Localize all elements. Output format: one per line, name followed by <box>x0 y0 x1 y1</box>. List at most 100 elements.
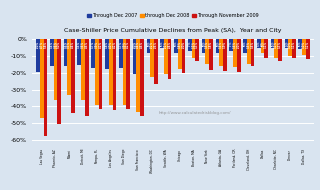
Text: -15%: -15% <box>247 41 251 48</box>
Bar <box>188 39 192 51</box>
Bar <box>36 39 40 72</box>
Bar <box>147 39 150 53</box>
Bar <box>57 39 61 124</box>
Bar <box>202 39 205 53</box>
Bar <box>99 39 102 109</box>
Bar <box>91 39 95 68</box>
Text: -6%: -6% <box>271 41 275 46</box>
Bar <box>292 39 296 58</box>
Text: -13%: -13% <box>278 41 282 48</box>
Bar <box>133 39 136 74</box>
Text: -7%: -7% <box>188 41 192 46</box>
Bar <box>136 39 140 112</box>
Bar <box>209 39 213 70</box>
Bar <box>168 39 172 79</box>
Text: -36%: -36% <box>81 41 85 48</box>
Text: -10%: -10% <box>302 41 306 48</box>
Text: -24%: -24% <box>168 41 172 48</box>
Text: -21%: -21% <box>164 41 168 48</box>
Text: -18%: -18% <box>209 41 213 48</box>
Bar <box>233 39 237 67</box>
Text: -47%: -47% <box>40 41 44 48</box>
Text: -8%: -8% <box>215 41 220 46</box>
Text: -8%: -8% <box>202 41 205 46</box>
Text: -44%: -44% <box>136 41 140 48</box>
Bar <box>298 39 302 49</box>
Text: -13%: -13% <box>195 41 199 48</box>
Text: -46%: -46% <box>85 41 89 48</box>
Bar <box>216 39 219 53</box>
Text: -10%: -10% <box>288 41 292 48</box>
Bar <box>261 39 264 53</box>
Bar <box>223 39 227 71</box>
Bar <box>160 39 164 48</box>
Bar <box>81 39 85 100</box>
Text: -5%: -5% <box>257 41 261 46</box>
Bar <box>271 39 275 48</box>
Text: -18%: -18% <box>178 41 182 48</box>
Title: Case-Shiller Price Cumulative Declines from Peak (SA),  Year and City: Case-Shiller Price Cumulative Declines f… <box>64 28 282 33</box>
Text: -18%: -18% <box>105 41 109 48</box>
Bar <box>68 39 71 95</box>
Bar <box>288 39 292 56</box>
Bar <box>302 39 306 55</box>
Text: -46%: -46% <box>140 41 144 48</box>
Text: -5%: -5% <box>284 41 288 46</box>
Bar <box>154 39 158 84</box>
Text: -44%: -44% <box>71 41 75 48</box>
Text: -39%: -39% <box>123 41 126 48</box>
Bar <box>243 39 247 53</box>
Text: -6%: -6% <box>298 41 302 46</box>
Text: -19%: -19% <box>223 41 227 48</box>
Bar <box>205 39 209 64</box>
Bar <box>140 39 144 116</box>
Bar <box>178 39 181 69</box>
Text: -26%: -26% <box>154 41 158 48</box>
Text: -16%: -16% <box>64 41 68 48</box>
Text: -16%: -16% <box>233 41 237 48</box>
Text: -39%: -39% <box>95 41 99 48</box>
Bar <box>95 39 99 105</box>
Text: -8%: -8% <box>174 41 178 46</box>
Text: -7%: -7% <box>229 41 233 46</box>
Text: -8%: -8% <box>146 41 150 46</box>
Text: -12%: -12% <box>306 41 310 48</box>
Text: -20%: -20% <box>36 41 40 48</box>
Bar <box>219 39 223 66</box>
Text: -16%: -16% <box>77 41 81 48</box>
Bar <box>109 39 113 105</box>
Text: -16%: -16% <box>251 41 254 48</box>
Bar <box>50 39 54 66</box>
Bar <box>105 39 109 69</box>
Bar <box>174 39 178 53</box>
Text: -42%: -42% <box>99 41 103 48</box>
Bar <box>264 39 268 58</box>
Bar <box>251 39 254 66</box>
Text: -16%: -16% <box>50 41 54 48</box>
Text: -17%: -17% <box>91 41 95 48</box>
Bar <box>257 39 261 48</box>
Bar <box>164 39 168 74</box>
Bar <box>126 39 130 109</box>
Bar <box>150 39 154 77</box>
Bar <box>306 39 309 59</box>
Bar <box>40 39 44 118</box>
Bar <box>229 39 233 51</box>
Text: -22%: -22% <box>150 41 154 48</box>
Bar <box>196 39 199 61</box>
Bar <box>77 39 81 65</box>
Text: -11%: -11% <box>264 41 268 48</box>
Text: -15%: -15% <box>205 41 209 48</box>
Text: -20%: -20% <box>132 41 137 48</box>
Bar <box>54 39 57 101</box>
Text: -20%: -20% <box>237 41 241 48</box>
Bar <box>85 39 89 116</box>
Text: http://www.calculatedriskblog.com/: http://www.calculatedriskblog.com/ <box>159 111 232 115</box>
Text: -20%: -20% <box>181 41 185 48</box>
Bar <box>278 39 282 61</box>
Text: -16%: -16% <box>219 41 223 48</box>
Bar <box>284 39 288 48</box>
Text: -6%: -6% <box>160 41 164 46</box>
Text: -36%: -36% <box>53 41 58 48</box>
Bar <box>237 39 241 72</box>
